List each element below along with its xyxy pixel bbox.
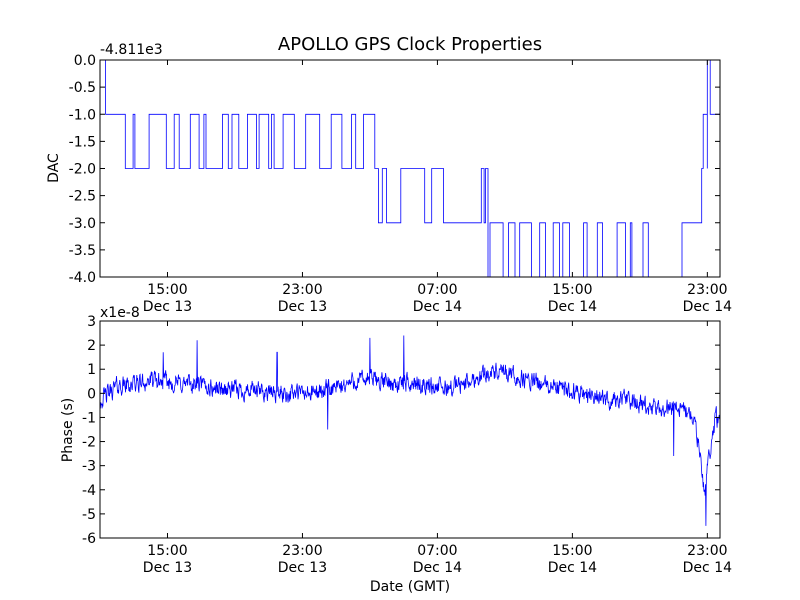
y-tick-label: -5	[82, 507, 96, 523]
phase-offset-text: x1e-8	[100, 305, 140, 321]
x-tick-date-label: Dec 14	[413, 299, 462, 315]
y-tick-label: 1	[87, 362, 96, 378]
y-tick-label: -2.5	[69, 189, 96, 205]
x-tick-time-label: 15:00	[552, 543, 592, 559]
y-tick-label: -1.5	[69, 134, 96, 150]
x-tick-time-label: 23:00	[282, 282, 322, 298]
dac-panel: -4.811e3 DAC 0.0 -0.5 -1.0 -1.5 -2.0 -2.5 -3.0…	[46, 42, 732, 315]
phase-y-label: Phase (s)	[60, 398, 76, 462]
x-tick-time-label: 15:00	[552, 282, 592, 298]
phase-axes-frame	[99, 320, 721, 539]
y-tick-label: -0.5	[69, 80, 96, 96]
phase-x-label: Date (GMT)	[370, 579, 450, 595]
x-tick-date-label: Dec 13	[278, 299, 327, 315]
y-tick-label: 0	[87, 386, 96, 402]
dac-y-ticks: 0.0 -0.5 -1.0 -1.5 -2.0 -2.5 -3.0 -3.5 -4.0	[69, 53, 720, 286]
y-tick-label: -3.0	[69, 216, 96, 232]
x-tick-date-label: Dec 14	[548, 299, 597, 315]
x-tick-time-label: 07:00	[417, 543, 457, 559]
y-tick-label: -1.0	[69, 107, 96, 123]
x-tick-date-label: Dec 14	[683, 560, 732, 576]
y-tick-label: -3	[82, 459, 96, 475]
dac-y-label: DAC	[46, 153, 62, 183]
y-tick-label: 0.0	[74, 53, 96, 69]
phase-y-ticks: 3 2 1 0 -1 -2 -3 -4 -5 -6	[82, 314, 720, 547]
x-tick-time-label: 23:00	[282, 543, 322, 559]
x-tick-time-label: 15:00	[147, 282, 187, 298]
y-tick-label: 2	[87, 338, 96, 354]
phase-series-line	[99, 335, 721, 526]
y-tick-label: -2	[82, 435, 96, 451]
x-tick-date-label: Dec 13	[143, 560, 192, 576]
x-tick-date-label: Dec 14	[548, 560, 597, 576]
x-tick-date-label: Dec 13	[278, 560, 327, 576]
x-tick-date-label: Dec 14	[413, 560, 462, 576]
y-tick-label: -1	[82, 410, 96, 426]
x-tick-time-label: 23:00	[687, 282, 727, 298]
x-tick-date-label: Dec 13	[143, 299, 192, 315]
x-tick-time-label: 23:00	[687, 543, 727, 559]
y-tick-label: -3.5	[69, 243, 96, 259]
dac-offset-text: -4.811e3	[100, 42, 163, 58]
y-tick-label: 3	[87, 314, 96, 330]
x-tick-time-label: 07:00	[417, 282, 457, 298]
y-tick-label: -4	[82, 483, 96, 499]
figure-title: APOLLO GPS Clock Properties	[278, 34, 542, 55]
y-tick-label: -6	[82, 531, 96, 547]
y-tick-label: -2.0	[69, 162, 96, 178]
x-tick-date-label: Dec 14	[683, 299, 732, 315]
y-tick-label: -4.0	[69, 270, 96, 286]
x-tick-time-label: 15:00	[147, 543, 187, 559]
